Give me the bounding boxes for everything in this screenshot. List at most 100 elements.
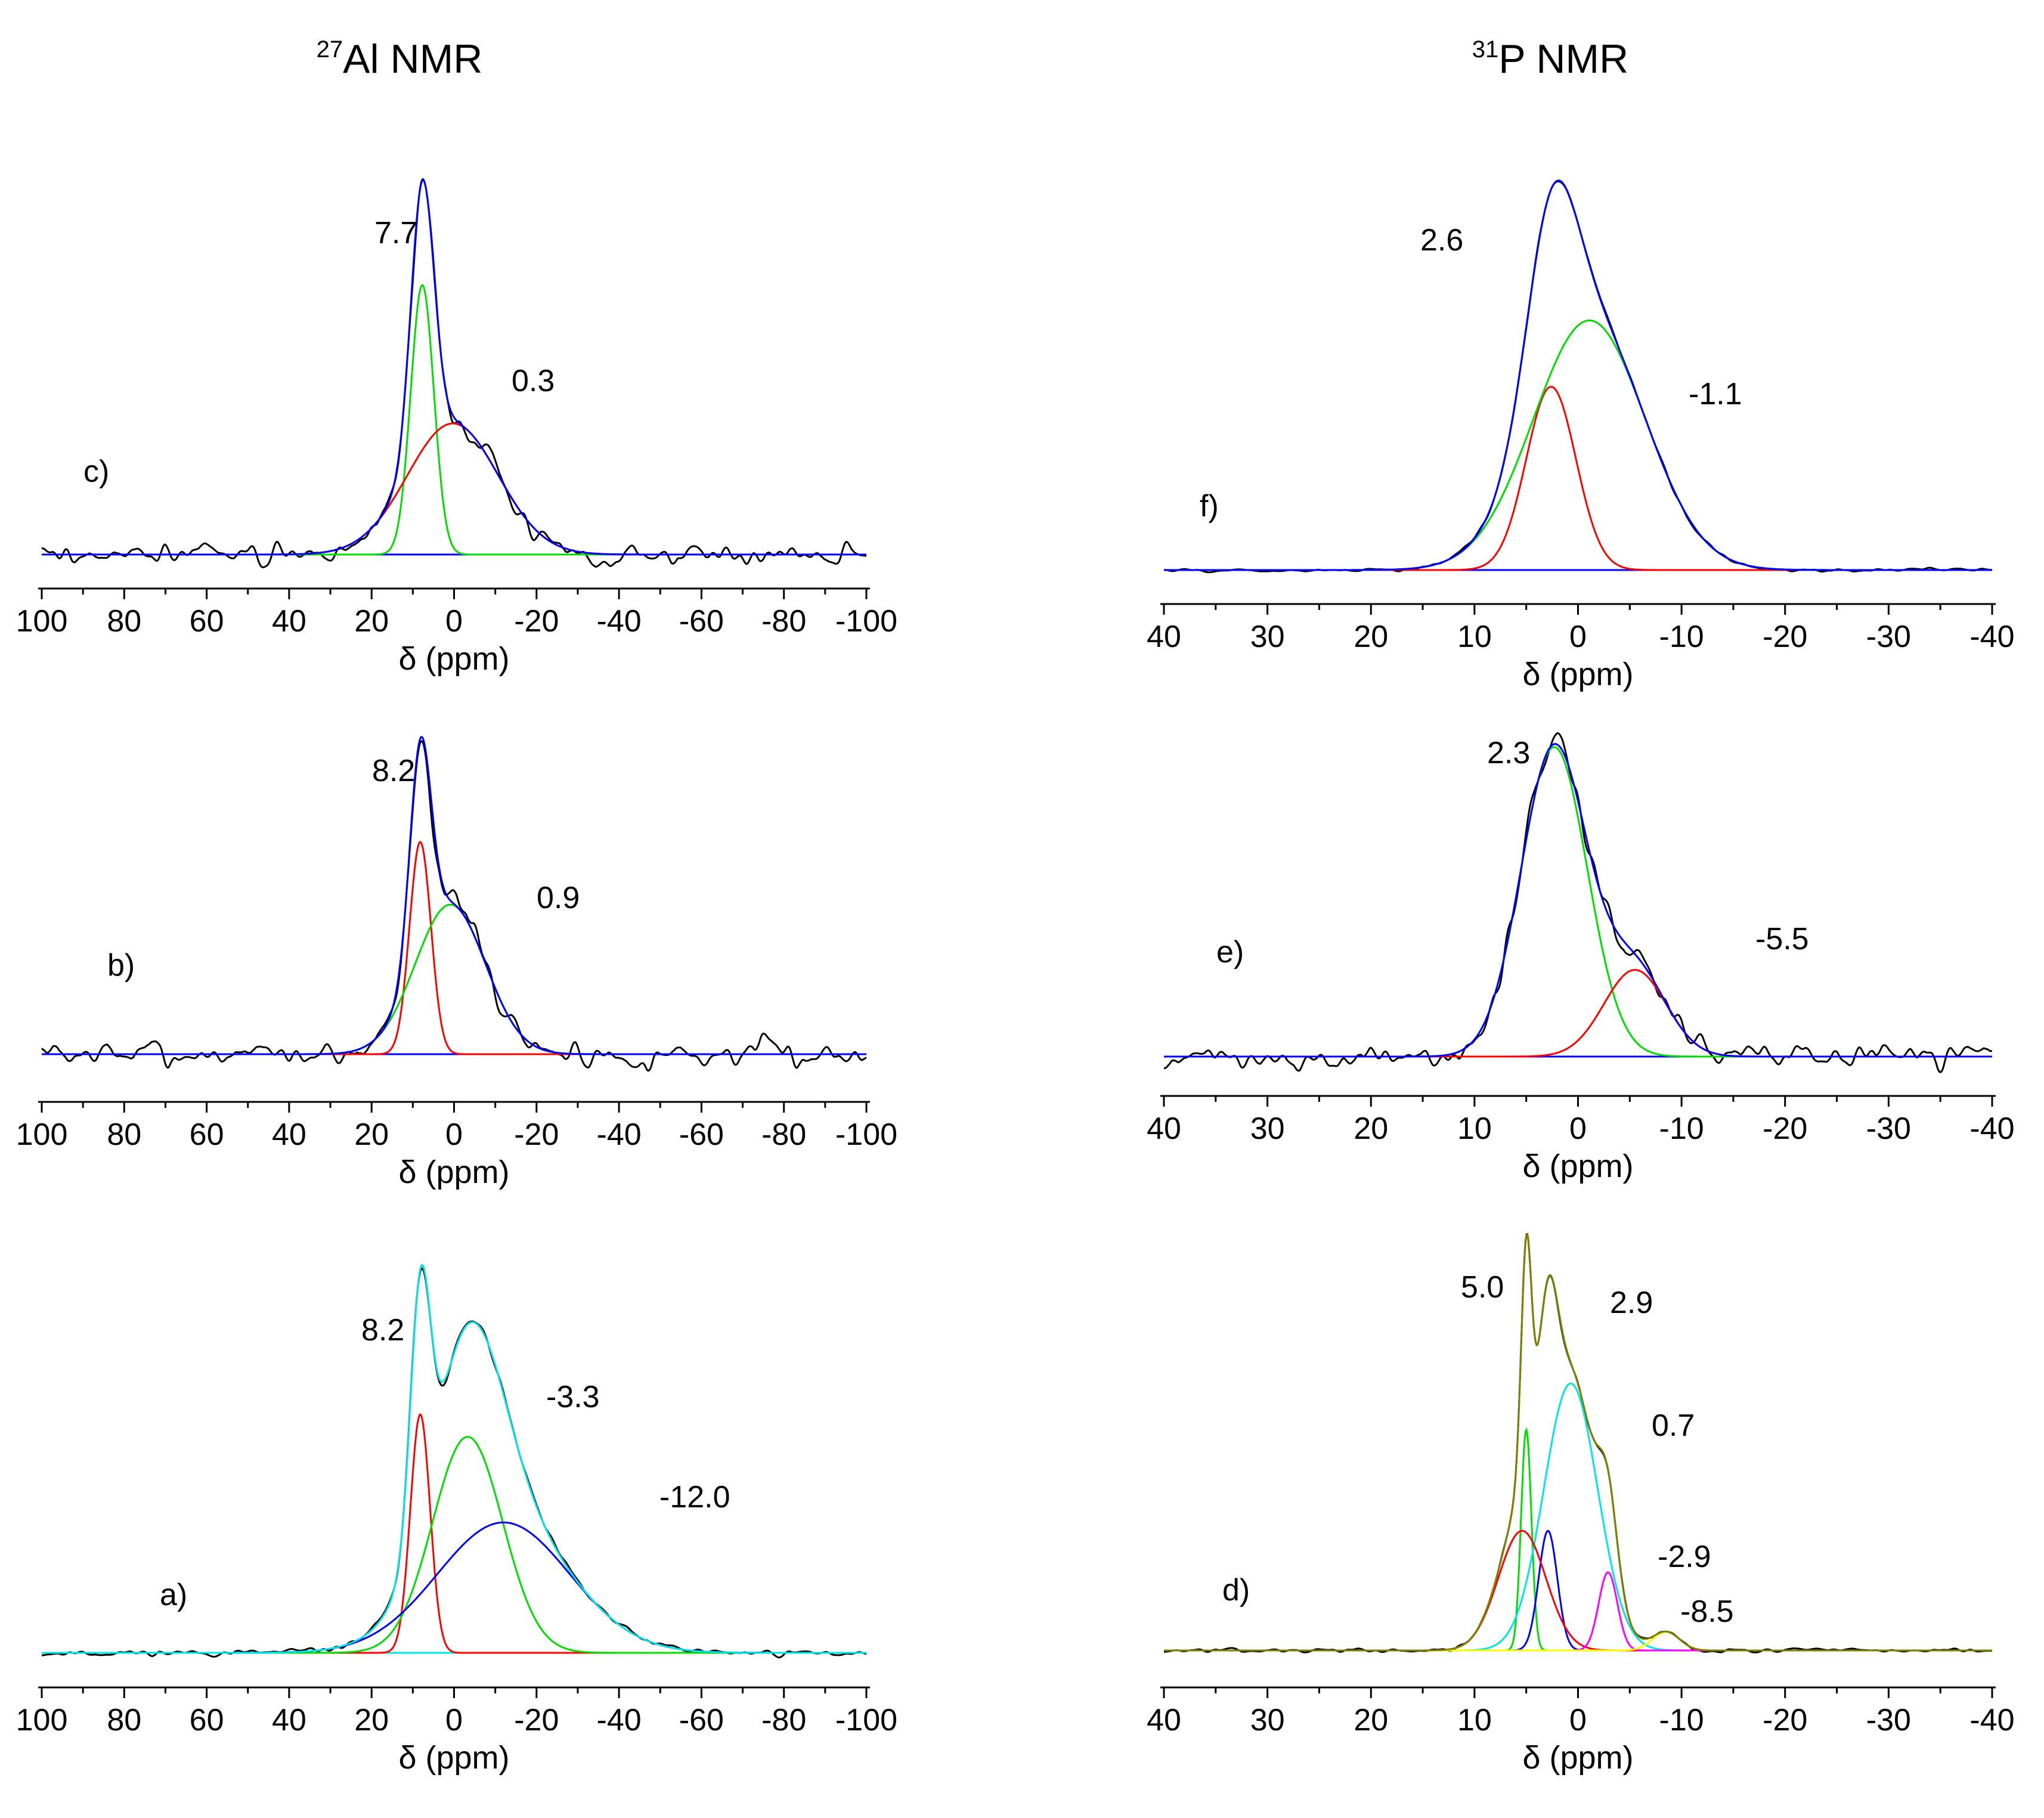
- panel-b: 100 80 60 40 20 0 -20 -40 -60 -80 -100 δ (ppm) 8.2 0.…: [16, 736, 897, 1190]
- x-tick-label: -10: [1659, 620, 1704, 654]
- fit-component-1: [42, 841, 866, 1055]
- x-tick-label: 30: [1250, 1703, 1285, 1738]
- x-tick-label: 20: [354, 1703, 389, 1738]
- peak-annotation: -5.5: [1755, 922, 1809, 956]
- al-nmr-title-main: Al NMR: [343, 36, 482, 82]
- peak-annotation: 7.7: [374, 216, 417, 250]
- x-axis-label: δ (ppm): [1522, 1740, 1633, 1776]
- x-tick-label: -20: [514, 1703, 559, 1738]
- fit-component-2: [42, 422, 866, 556]
- x-tick-label: 80: [107, 604, 141, 639]
- x-axis-label: δ (ppm): [1522, 656, 1633, 692]
- x-tick-label: 40: [272, 604, 306, 639]
- x-tick-label: -10: [1659, 1111, 1704, 1146]
- peak-annotation: -2.9: [1658, 1540, 1711, 1574]
- x-tick-label: 20: [1354, 1703, 1388, 1738]
- fit-component-1: [42, 1413, 866, 1654]
- fit-sum: [1164, 179, 1992, 571]
- peak-annotation: 8.2: [372, 754, 415, 788]
- x-tick-label: 0: [445, 604, 463, 639]
- experimental-spectrum: [41, 178, 867, 568]
- al-nmr-title-sup: 27: [317, 36, 343, 63]
- fit-component-6: [1164, 1631, 1992, 1652]
- x-tick-label: 20: [354, 604, 389, 639]
- peak-annotation: 2.9: [1610, 1286, 1653, 1320]
- x-tick-label: -60: [679, 604, 724, 639]
- experimental-spectrum: [1163, 180, 1992, 574]
- x-tick-label: -80: [761, 604, 806, 639]
- peak-annotation: 0.3: [512, 364, 555, 398]
- fit-sum: [1164, 1234, 1992, 1652]
- experimental-spectrum: [1163, 732, 1993, 1073]
- panel-label: c): [83, 454, 109, 489]
- al-nmr-title: 27Al NMR: [317, 36, 483, 82]
- x-tick-label: 20: [354, 1117, 389, 1152]
- panel-label: d): [1222, 1573, 1250, 1608]
- panel-label: b): [107, 948, 135, 983]
- x-tick-label: 80: [107, 1703, 141, 1738]
- x-tick-label: 10: [1457, 1111, 1492, 1146]
- x-tick-label: -80: [761, 1703, 806, 1738]
- fit-component-1: [1164, 1427, 1992, 1652]
- x-tick-label: 40: [1147, 620, 1181, 654]
- x-tick-label: 0: [1569, 1111, 1587, 1146]
- p-nmr-title-main: P NMR: [1498, 36, 1628, 82]
- x-axis-label: δ (ppm): [1522, 1148, 1633, 1184]
- fit-component-3: [1164, 1382, 1992, 1652]
- x-tick-label: 30: [1250, 1111, 1285, 1146]
- x-tick-label: -40: [1969, 1111, 2014, 1146]
- panel-e: 40 30 20 10 0 -10 -20 -30 -40 δ (ppm) 2.3 -5.5 e): [1147, 732, 2015, 1184]
- x-tick-label: -80: [761, 1117, 806, 1152]
- fit-sum: [42, 1263, 866, 1654]
- fit-component-4: [1164, 1529, 1992, 1652]
- experimental-spectrum: [1163, 1233, 1992, 1653]
- x-tick-label: 60: [190, 604, 224, 639]
- x-tick-label: -30: [1866, 1111, 1911, 1146]
- x-tick-label: -100: [835, 1117, 897, 1152]
- fit-component-2: [1164, 969, 1992, 1058]
- fit-component-2: [42, 1436, 866, 1654]
- fit-component-2: [42, 903, 866, 1055]
- x-tick-label: 60: [190, 1117, 224, 1152]
- x-tick-label: -20: [1763, 620, 1807, 654]
- x-tick-label: -20: [514, 604, 559, 639]
- x-tick-label: -20: [514, 1117, 559, 1152]
- panel-label: a): [160, 1578, 187, 1612]
- x-axis-label: δ (ppm): [398, 1154, 509, 1190]
- fit-component-2: [1164, 319, 1992, 571]
- p-nmr-title: 31P NMR: [1472, 36, 1628, 82]
- panel-label: e): [1216, 935, 1244, 970]
- x-tick-label: 30: [1250, 620, 1285, 654]
- peak-annotation: -12.0: [659, 1480, 730, 1515]
- panel-f: 40 30 20 10 0 -10 -20 -30 -40 δ (ppm) 2.6 -1.1 f): [1147, 179, 2015, 692]
- peak-annotation: 2.3: [1487, 736, 1530, 770]
- x-tick-label: -100: [835, 1703, 897, 1738]
- fit-component-2: [1164, 1529, 1992, 1652]
- x-tick-label: -60: [679, 1117, 724, 1152]
- panel-a: 100 80 60 40 20 0 -20 -40 -60 -80 -100 δ (ppm) 8.2 -3…: [16, 1263, 897, 1776]
- experimental-spectrum: [41, 740, 867, 1072]
- peak-annotation: -1.1: [1689, 377, 1742, 411]
- x-tick-label: 0: [1569, 620, 1587, 654]
- peak-annotation: -8.5: [1680, 1594, 1734, 1629]
- x-tick-label: 40: [272, 1117, 306, 1152]
- panel-d: 40 30 20 10 0 -10 -20 -30 -40 δ (ppm) 5.0 2.9 0.7 -2.…: [1147, 1233, 2015, 1776]
- peak-annotation: 5.0: [1461, 1270, 1504, 1305]
- x-tick-label: 100: [16, 1703, 68, 1738]
- panel-label: f): [1200, 489, 1219, 524]
- peak-annotation: 2.6: [1420, 223, 1463, 258]
- x-axis-label: δ (ppm): [398, 1740, 509, 1776]
- peak-annotation: -3.3: [546, 1380, 600, 1414]
- peak-annotation: 0.9: [537, 881, 580, 915]
- x-tick-label: 80: [107, 1117, 141, 1152]
- x-axis-label: δ (ppm): [398, 641, 509, 677]
- fit-component-5: [1164, 1571, 1992, 1652]
- x-tick-label: 10: [1457, 620, 1492, 654]
- peak-annotation: 8.2: [361, 1313, 404, 1348]
- x-tick-label: 0: [445, 1117, 463, 1152]
- x-tick-label: -40: [597, 1117, 642, 1152]
- x-tick-label: 10: [1457, 1703, 1492, 1738]
- peak-annotation: 0.7: [1652, 1408, 1695, 1443]
